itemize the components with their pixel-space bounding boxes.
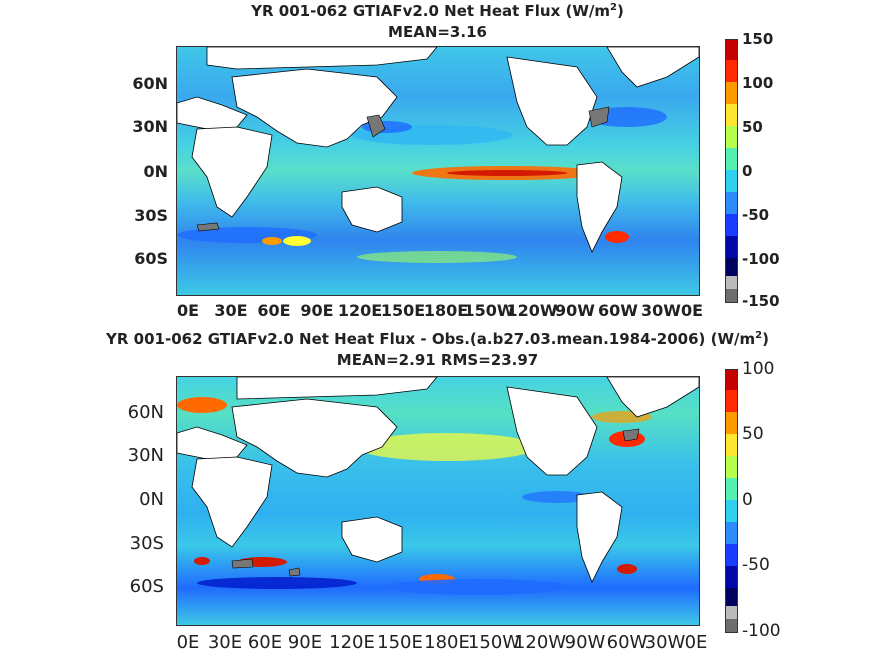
colorbar-tick: -50 — [742, 555, 770, 575]
panel-mean: MEAN=3.16 — [388, 23, 487, 41]
y-tick-30n: 30N — [132, 117, 168, 136]
y-tick-0n: 0N — [143, 162, 168, 181]
panel-net-heat-flux: YR 001-062 GTIAFv2.0 Net Heat Flux (W/m2… — [0, 0, 875, 320]
title-text: YR 001-062 GTIAFv2.0 Net Heat Flux (W/m — [251, 2, 610, 20]
panel-title: YR 001-062 GTIAFv2.0 Net Heat Flux - Obs… — [0, 330, 875, 348]
x-tick: 0E — [680, 301, 704, 320]
title-close: ) — [762, 330, 769, 348]
x-tick: 0E — [176, 632, 200, 653]
world-map — [176, 376, 700, 626]
x-tick: 180E — [423, 301, 469, 320]
x-tick: 120W — [506, 301, 558, 320]
x-tick: 90W — [555, 301, 595, 320]
x-tick: 0E — [176, 301, 200, 320]
colorbar-tick: 50 — [742, 424, 764, 444]
colorbar-tick: -100 — [742, 621, 781, 641]
y-tick-60n: 60N — [127, 402, 164, 423]
x-tick: 60W — [606, 632, 648, 653]
y-tick-60s: 60S — [129, 576, 164, 597]
x-tick: 150E — [377, 632, 423, 653]
x-tick: 180E — [424, 632, 470, 653]
x-tick: 30W — [644, 632, 686, 653]
x-tick: 0E — [684, 632, 708, 653]
colorbar-tick: -50 — [742, 206, 770, 224]
y-tick-30n: 30N — [127, 445, 164, 466]
colorbar-tick: 100 — [742, 74, 774, 92]
title-superscript: 2 — [755, 330, 763, 341]
colorbar — [725, 39, 738, 303]
colorbar-tick: 100 — [742, 359, 775, 379]
x-tick: 60E — [247, 632, 283, 653]
colorbar-tick: 150 — [742, 30, 774, 48]
x-tick: 30W — [641, 301, 681, 320]
x-tick: 60E — [257, 301, 291, 320]
panel-net-heat-flux-minus-obs: YR 001-062 GTIAFv2.0 Net Heat Flux - Obs… — [0, 326, 875, 656]
panel-mean-rms: MEAN=2.91 RMS=23.97 — [336, 351, 539, 369]
title-close: ) — [616, 2, 624, 20]
colorbar — [725, 369, 738, 633]
x-tick: 150E — [380, 301, 426, 320]
y-tick-0n: 0N — [139, 489, 164, 510]
x-tick: 60W — [598, 301, 638, 320]
colorbar-tick: 0 — [742, 162, 753, 180]
panel-title: YR 001-062 GTIAFv2.0 Net Heat Flux (W/m2… — [0, 2, 875, 20]
x-tick: 30E — [207, 632, 243, 653]
x-tick: 90E — [300, 301, 334, 320]
colorbar-tick: -150 — [742, 292, 780, 310]
map-graphic — [177, 47, 699, 263]
colorbar-tick: 0 — [742, 490, 753, 510]
world-map — [176, 46, 700, 296]
y-tick-60s: 60S — [134, 249, 168, 268]
title-superscript: 2 — [610, 2, 617, 13]
x-tick: 120E — [329, 632, 375, 653]
x-tick: 120W — [513, 632, 567, 653]
y-tick-30s: 30S — [134, 206, 168, 225]
x-tick: 30E — [214, 301, 248, 320]
x-tick: 120E — [337, 301, 383, 320]
x-tick: 150W — [467, 632, 521, 653]
y-tick-30s: 30S — [129, 533, 164, 554]
y-tick-60n: 60N — [132, 74, 168, 93]
colorbar-tick: 50 — [742, 118, 763, 136]
x-tick: 150W — [463, 301, 515, 320]
map-graphic — [177, 377, 699, 595]
title-text: YR 001-062 GTIAFv2.0 Net Heat Flux - Obs… — [106, 330, 756, 348]
x-tick: 90W — [564, 632, 606, 653]
x-tick: 90E — [287, 632, 323, 653]
colorbar-tick: -100 — [742, 250, 780, 268]
